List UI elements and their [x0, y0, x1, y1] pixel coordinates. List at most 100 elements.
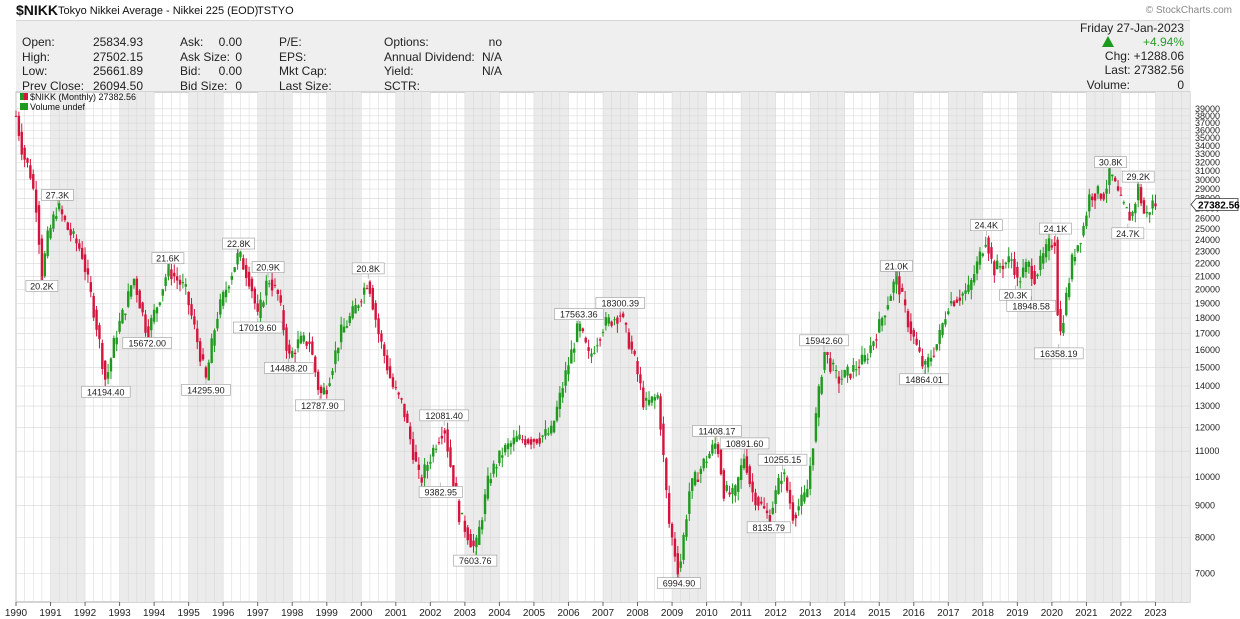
- candle-body: [178, 279, 182, 285]
- x-tick-label: 1999: [316, 608, 339, 619]
- candle-body: [147, 326, 150, 339]
- y-tick-label: 32000: [1195, 157, 1220, 167]
- candle-body: [555, 406, 559, 421]
- candle-body: [898, 276, 901, 295]
- candle-body: [282, 310, 285, 331]
- x-tick-label: 2013: [799, 608, 822, 619]
- candle-body: [889, 296, 892, 301]
- annotation-label: 12787.90: [301, 401, 339, 411]
- annotation-label: 27.3K: [46, 190, 70, 200]
- candle-body: [1088, 194, 1091, 212]
- candle-body: [466, 527, 469, 541]
- candle-body: [607, 317, 610, 324]
- candle-body: [1082, 225, 1085, 236]
- candle-body: [434, 448, 438, 450]
- candle-body: [1067, 283, 1071, 298]
- candle-body: [1010, 259, 1013, 261]
- candle-body: [814, 413, 818, 442]
- candle-body: [469, 533, 472, 548]
- quote-label: Last Size:: [279, 78, 332, 93]
- x-tick-label: 2005: [523, 608, 546, 619]
- candle-body: [817, 386, 821, 418]
- candle-body: [929, 357, 933, 362]
- candle-body: [855, 369, 858, 371]
- y-tick-label: 39000: [1195, 104, 1220, 114]
- candle-body: [72, 231, 75, 234]
- candle-body: [1050, 245, 1054, 248]
- candle-body: [253, 288, 257, 304]
- y-tick-label: 12000: [1195, 423, 1220, 433]
- candle-body: [716, 444, 720, 454]
- candle-body: [1113, 177, 1117, 182]
- candle-body: [106, 372, 110, 379]
- candle-body: [325, 390, 328, 395]
- percent-change: +4.94%: [1142, 35, 1184, 49]
- candle-body: [135, 278, 139, 296]
- candle-body: [515, 436, 518, 442]
- candle-body: [457, 500, 461, 523]
- candle-body: [98, 325, 101, 340]
- candle-body: [388, 366, 392, 378]
- candle-body: [688, 491, 691, 514]
- candle-body: [351, 306, 354, 319]
- candle-body: [170, 269, 173, 280]
- brand-watermark[interactable]: © StockCharts.com: [1145, 5, 1232, 16]
- candle-body: [613, 319, 616, 321]
- candle-body: [319, 386, 323, 394]
- annotation-box: [657, 577, 701, 589]
- candle-body: [1039, 255, 1042, 270]
- annotation-label: 18300.39: [601, 299, 639, 309]
- candle-body: [495, 467, 498, 469]
- y-tick-label: 36000: [1195, 126, 1220, 136]
- x-tick-label: 1996: [212, 608, 235, 619]
- candle-body: [175, 276, 179, 281]
- candle-body: [46, 230, 49, 257]
- candle-body: [357, 305, 360, 308]
- y-tick-label: 15000: [1195, 362, 1220, 372]
- annotation-label: 24.7K: [1116, 229, 1140, 239]
- candle-body: [92, 295, 95, 318]
- candle-body: [765, 510, 769, 514]
- candle-body: [564, 370, 567, 386]
- x-tick-label: 2010: [695, 608, 718, 619]
- annotation-box: [1121, 170, 1155, 183]
- candle-body: [184, 284, 187, 287]
- candle-body: [1131, 211, 1134, 217]
- candle-body: [570, 349, 573, 364]
- candle-body: [75, 238, 78, 244]
- candle-body: [414, 451, 418, 462]
- candle-body: [665, 458, 668, 491]
- x-tick-label: 2008: [626, 608, 649, 619]
- y-tick-label: 20000: [1195, 285, 1220, 295]
- y-tick-label: 9000: [1195, 501, 1215, 511]
- candle-body: [578, 323, 582, 332]
- candle-body: [901, 287, 904, 292]
- volume-label: Volume:: [1086, 78, 1130, 92]
- candle-body: [852, 365, 855, 372]
- annotation-box: [251, 261, 285, 273]
- price-chart[interactable]: 7000 8000 9000 10000 11000 12000 13000 14000 150…: [0, 90, 1240, 619]
- y-tick-label: 29000: [1195, 184, 1220, 194]
- candle-body: [734, 485, 737, 496]
- annotation-label: 24.4K: [975, 221, 999, 231]
- candle-body: [1019, 281, 1022, 283]
- annotation-label: 20.2K: [30, 281, 54, 291]
- quote-label: Ask Size:: [180, 49, 231, 64]
- candle-body: [762, 506, 766, 509]
- candle-body: [947, 311, 950, 314]
- candle-body: [757, 497, 760, 506]
- candle-body: [432, 447, 435, 457]
- annotation-label: 12081.40: [425, 411, 463, 421]
- candle-body: [43, 253, 46, 277]
- candle-body: [1007, 256, 1010, 263]
- quote-label: Mkt Cap:: [279, 64, 328, 78]
- candle-body: [731, 487, 734, 495]
- annotation-box: [419, 409, 469, 422]
- annotation-box: [1111, 227, 1145, 240]
- candle-body: [391, 377, 395, 388]
- candle-body: [857, 366, 861, 369]
- candle-body: [644, 397, 648, 401]
- candle-body: [785, 477, 789, 491]
- annotation-box: [122, 337, 172, 349]
- candle-body: [443, 430, 446, 434]
